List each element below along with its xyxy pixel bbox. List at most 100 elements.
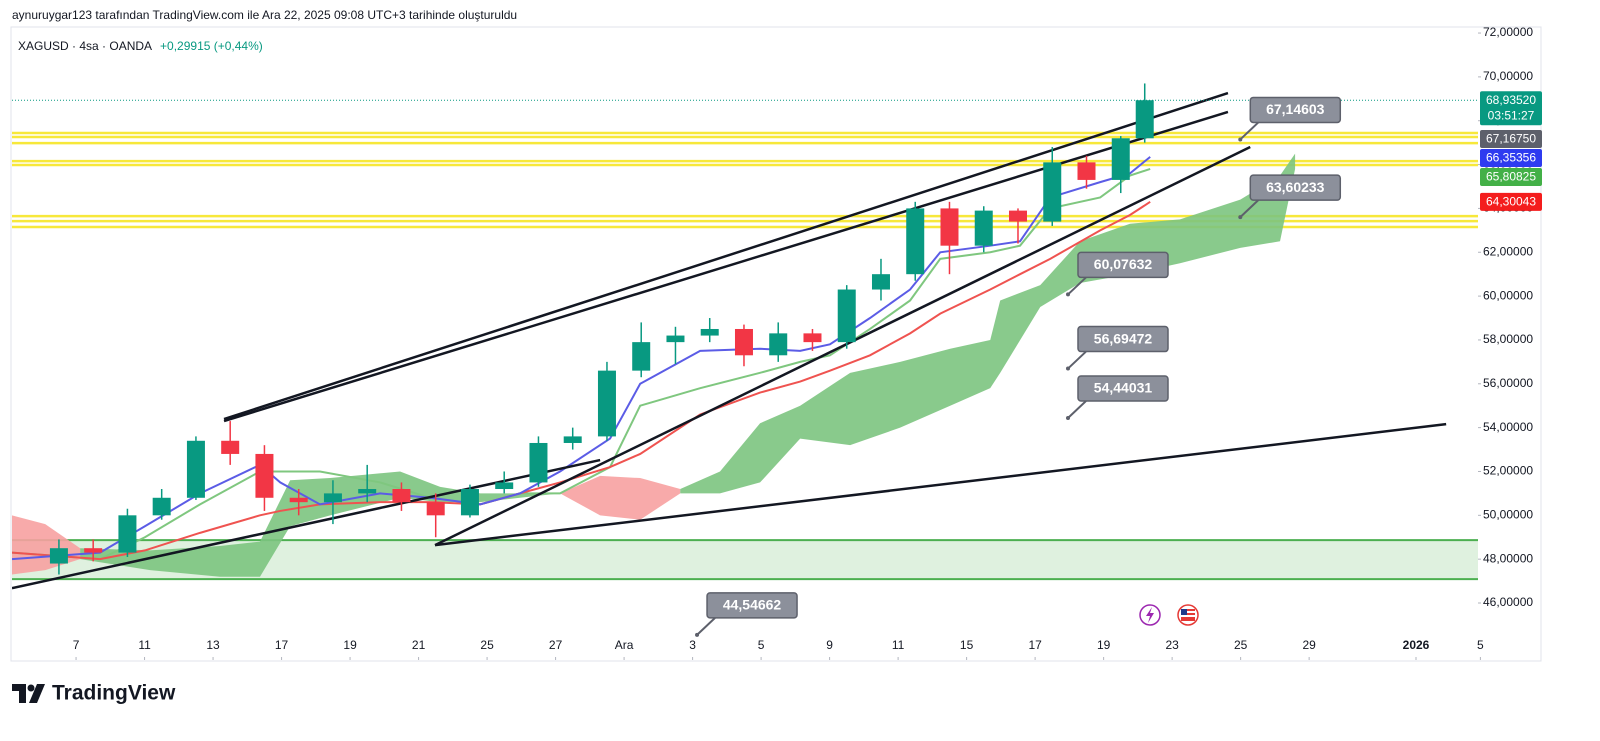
chart-frame [10,26,1542,662]
candle-body [837,289,856,343]
annotation-leader [696,617,716,636]
cloud [80,471,561,577]
x-tick-label: 5 [758,638,765,652]
candle-body [597,370,616,437]
annotation-label: 56,69472 [1094,330,1153,346]
x-tick-label: 3 [689,638,696,652]
candle-body [392,489,411,503]
annotation-label: 67,14603 [1266,101,1325,117]
candle-body [460,489,479,516]
candle-body [666,335,685,343]
price-badge-label: 65,80825 [1486,170,1536,184]
y-tick-label: 58,00000 [1483,332,1533,346]
event-icons [1139,604,1199,626]
x-tick-label: 7 [73,638,80,652]
candle-body [1135,100,1154,139]
x-tick-label: 9 [826,638,833,652]
annotation-label: 54,44031 [1094,380,1153,396]
price-badge-label: 64,30043 [1486,195,1536,209]
y-tick-label: 56,00000 [1483,376,1533,390]
candle-body [632,342,651,371]
candle-body [84,548,103,553]
annotation-label: 44,54662 [723,597,782,613]
x-tick-label: 25 [480,638,494,652]
x-tick-label: 19 [343,638,357,652]
x-tick-label: 11 [138,638,151,652]
x-tick-label: 17 [275,638,289,652]
x-tick-label: 15 [960,638,974,652]
y-tick-label: 48,00000 [1483,551,1533,565]
candle-body [700,328,719,336]
annotation-point [695,632,700,637]
annotation-leader [1239,121,1259,141]
annotation-leader [1239,199,1259,218]
annotation-point [1065,292,1070,297]
annotation-box [1077,251,1169,279]
candle-body [152,497,171,516]
y-tick-label: 72,00000 [1483,25,1533,39]
candle-body [906,208,925,275]
price-badge-timer: 03:51:27 [1488,108,1535,122]
price-badge [1480,192,1542,211]
x-tick-label: 27 [549,638,563,652]
price-change: +0,29915 (+0,44%) [160,39,263,53]
candle-body [323,493,342,503]
byline: aynuruygar123 tarafından TradingView.com… [12,8,517,22]
plot-area [12,83,1478,590]
price-badge-label: 67,16750 [1486,132,1536,146]
annotation-label: 60,07632 [1094,256,1153,272]
price-badge [1480,129,1542,148]
annotation-box [1077,375,1169,402]
cloud [680,153,1296,494]
y-tick-label: 52,00000 [1483,464,1533,478]
candle-body [186,440,205,498]
price-badge-label: 66,35356 [1486,151,1536,165]
cloud [560,475,681,520]
logo: TradingView [12,682,176,705]
annotation-label: 63,60233 [1266,179,1325,195]
candle-body [769,333,788,356]
x-tick-label: 21 [412,638,426,652]
y-tick-label: 50,00000 [1483,507,1533,521]
trendline [434,145,1251,547]
x-tick-label: 11 [892,638,905,652]
annotation-point [1238,137,1243,142]
candle-body [426,502,445,516]
x-tick-label: 23 [1165,638,1179,652]
y-tick-label: 54,00000 [1483,420,1533,434]
flag-canton [1181,609,1187,615]
candle-body [221,440,240,454]
candle-body [940,208,959,246]
annotation-leader [1067,276,1087,296]
x-tick-label: 29 [1302,638,1316,652]
x-tick-label: 2026 [1403,638,1430,652]
x-tick-label: 17 [1028,638,1042,652]
candle-body [1077,162,1096,180]
logo-mark [27,684,35,692]
symbol-info: XAGUSD · 4sa · OANDA [18,39,152,53]
indicator-line [12,201,1151,561]
price-badge [1480,148,1542,167]
flag-stripe [1181,615,1195,617]
candle-body [49,548,68,564]
price-badge-label: 68,93520 [1486,93,1536,107]
price-badge [1480,167,1542,186]
annotation-point [1238,215,1243,220]
annotation-point [1065,366,1070,371]
annotation-leader [1067,400,1087,419]
candle-body [803,333,822,343]
candle-body [358,489,377,494]
annotation-box [1249,174,1342,201]
candle-body [563,436,582,443]
candle-body [871,274,890,290]
y-tick-label: 70,00000 [1483,69,1533,83]
trendline [12,458,601,590]
trendline [223,91,1229,421]
annotation-box [706,592,798,619]
candle-body [495,482,514,490]
candle-body [118,515,137,553]
annotation-point [1065,415,1070,420]
lightning [1146,607,1154,623]
